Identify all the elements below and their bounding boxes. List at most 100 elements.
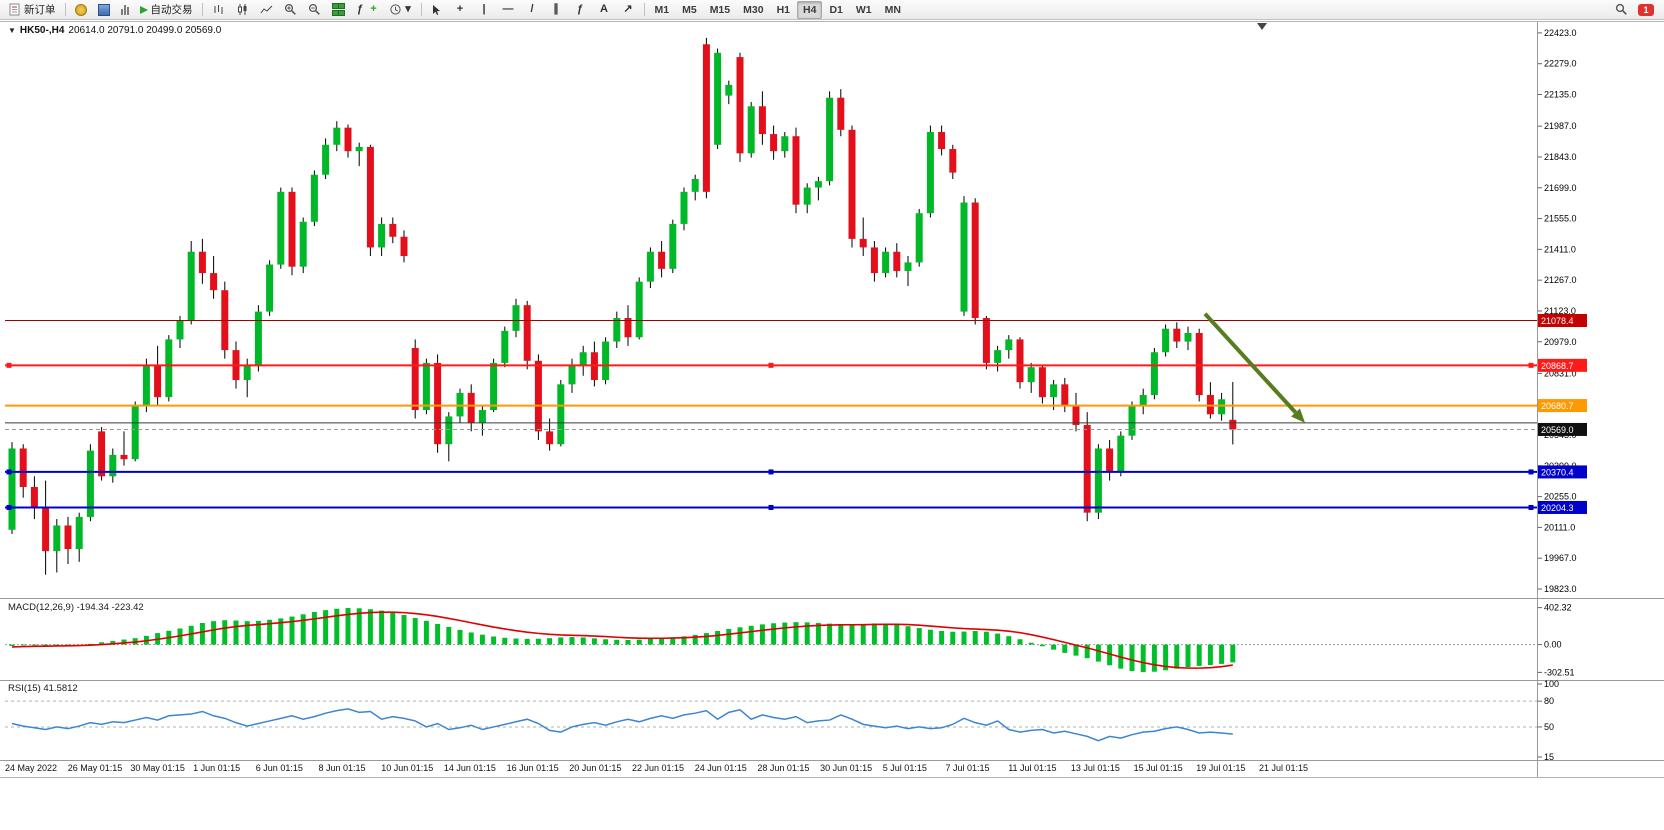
line-handle[interactable]	[768, 504, 774, 510]
price-tick-label: 21555.0	[1544, 214, 1577, 224]
text-tool-button[interactable]: A	[593, 1, 616, 19]
time-label: 11 Jul 01:15	[1008, 763, 1056, 773]
timeframe-button-h4[interactable]: H4	[797, 0, 823, 19]
price-tick-label: 21411.0	[1544, 244, 1576, 254]
candle	[422, 362, 430, 410]
line-handle[interactable]	[6, 469, 12, 475]
time-label: 21 Jul 01:15	[1259, 763, 1308, 773]
candlestick-chart-button[interactable]	[231, 1, 254, 19]
toolbar-separator	[64, 3, 66, 16]
time-label: 30 May 01:15	[130, 763, 185, 773]
price-label-box	[1538, 314, 1587, 328]
zoom-out-icon	[308, 3, 320, 15]
candle	[814, 181, 822, 188]
timeframe-button-m15[interactable]: M15	[709, 3, 731, 16]
tile-windows-icon	[331, 3, 345, 16]
cursor-tool-button[interactable]	[426, 1, 448, 19]
candle	[1050, 384, 1058, 398]
plus-icon: +	[370, 3, 377, 15]
candle	[288, 191, 296, 267]
candle	[53, 525, 61, 552]
price-tick-label: 22279.0	[1544, 59, 1577, 69]
trendline-tool-button[interactable]: /	[521, 1, 544, 19]
price-tick-label: 20255.0	[1544, 492, 1577, 502]
line-chart-button[interactable]	[255, 1, 278, 19]
line-handle[interactable]	[6, 504, 12, 510]
candle	[120, 454, 128, 460]
candle	[467, 392, 475, 423]
timeframe-button-m5[interactable]: M5	[682, 3, 697, 16]
tile-windows-button[interactable]	[327, 1, 348, 19]
trend-arrow-head[interactable]	[1291, 408, 1305, 423]
trend-arrow[interactable]	[1203, 312, 1298, 414]
zoom-in-button[interactable]	[279, 1, 302, 19]
bar-chart-button[interactable]	[207, 1, 230, 19]
zoom-out-button[interactable]	[303, 1, 326, 19]
candlestick-chart-icon	[237, 4, 246, 15]
candle	[64, 525, 72, 550]
candle	[165, 339, 173, 398]
channel-tool-button[interactable]: ∥	[545, 1, 568, 19]
search-button[interactable]	[1610, 1, 1633, 19]
fibonacci-tool-button[interactable]: ƒ	[569, 1, 592, 19]
search-icon	[1615, 3, 1627, 15]
price-label-box	[1538, 465, 1587, 479]
timeframe-button-w1[interactable]: W1	[855, 3, 872, 16]
candle	[210, 273, 218, 291]
autotrading-button[interactable]: 自动交易	[135, 1, 198, 19]
candle	[389, 223, 397, 237]
play-icon	[139, 5, 148, 14]
trendline-icon: /	[530, 3, 534, 15]
chart-shift-marker-icon[interactable]	[1257, 23, 1267, 30]
candle	[613, 318, 621, 342]
horizontal-line-tool-button[interactable]: —	[497, 1, 520, 19]
candle	[299, 221, 307, 267]
line-handle[interactable]	[1528, 504, 1534, 510]
vertical-line-tool-button[interactable]: |	[473, 1, 496, 19]
price-tick-label: 22423.0	[1544, 28, 1577, 38]
symbol-dropdown-icon[interactable]: ▼	[8, 26, 16, 35]
line-handle[interactable]	[768, 469, 774, 475]
candle	[770, 134, 778, 152]
candle	[344, 127, 352, 152]
notification-badge[interactable]: 1	[1638, 3, 1654, 16]
toolbar-separator	[420, 3, 422, 16]
candle	[243, 365, 251, 381]
candle	[568, 365, 576, 385]
line-handle[interactable]	[768, 362, 774, 368]
candle	[893, 251, 901, 271]
indicators-button[interactable]: ƒ +	[349, 1, 383, 19]
line-handle[interactable]	[1528, 362, 1534, 368]
candle	[1072, 405, 1080, 425]
line-handle[interactable]	[6, 362, 12, 368]
candle	[310, 174, 318, 222]
market-watch-button[interactable]	[70, 1, 92, 19]
candle	[198, 251, 206, 274]
candle	[960, 202, 968, 312]
price-tick-label: 21699.0	[1544, 183, 1577, 193]
timeframe-button-m1[interactable]: M1	[654, 3, 670, 16]
price-label-box	[1538, 358, 1587, 372]
line-handle[interactable]	[1528, 469, 1534, 475]
time-label: 20 Jun 01:15	[569, 763, 621, 773]
timeframe-button-mn[interactable]: MN	[884, 3, 901, 16]
timeframe-button-h1[interactable]: H1	[776, 3, 790, 16]
candle	[154, 365, 162, 398]
timeframe-button-d1[interactable]: D1	[829, 3, 843, 16]
terminal-button[interactable]	[116, 1, 134, 19]
time-label: 16 Jun 01:15	[507, 763, 559, 773]
new-order-button[interactable]: 新订单	[4, 1, 61, 19]
candle	[400, 236, 408, 256]
time-label: 15 Jul 01:15	[1134, 763, 1183, 773]
candle	[1061, 384, 1069, 406]
price-label-text: 20680.7	[1541, 401, 1574, 411]
crosshair-tool-button[interactable]: +	[449, 1, 472, 19]
time-label: 28 Jun 01:15	[757, 763, 809, 773]
arrows-tool-button[interactable]: ↗	[617, 1, 640, 19]
candle	[187, 251, 195, 321]
timeframe-button-m30[interactable]: M30	[743, 3, 764, 16]
periods-dropdown-button[interactable]: ▾	[384, 1, 417, 19]
arrows-tool-icon: ↗	[623, 3, 633, 15]
navigator-button[interactable]	[93, 1, 115, 19]
